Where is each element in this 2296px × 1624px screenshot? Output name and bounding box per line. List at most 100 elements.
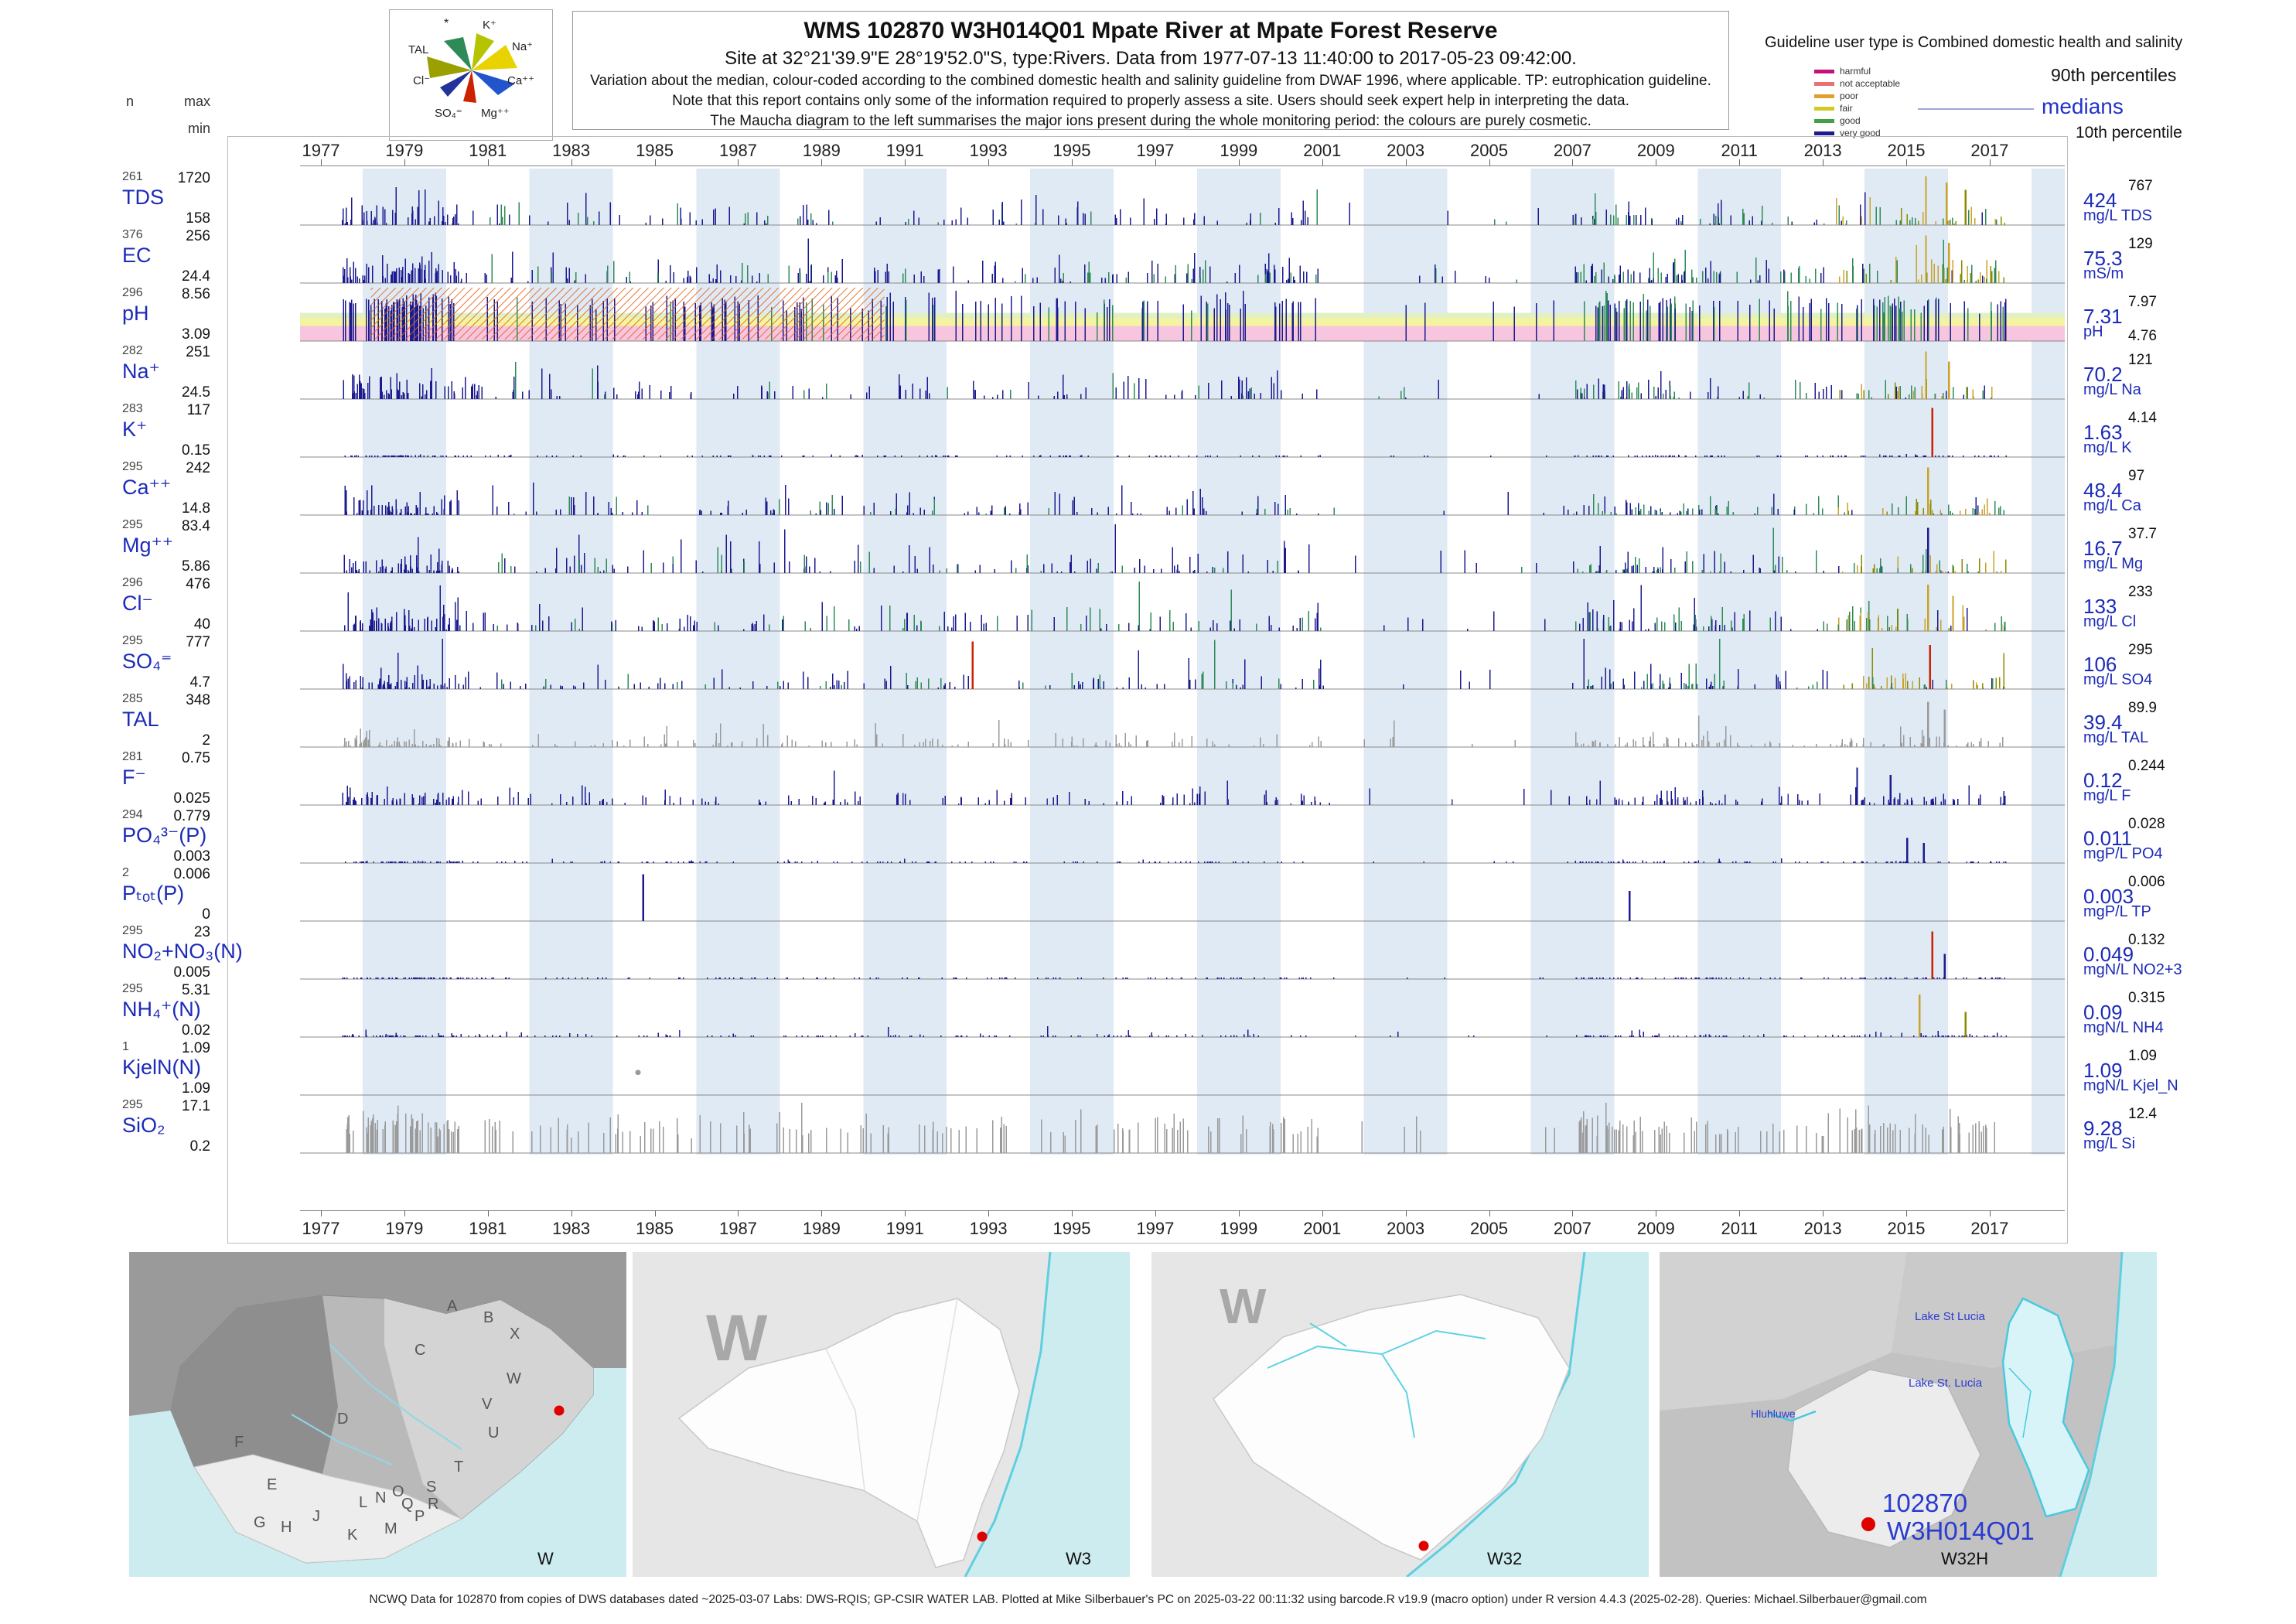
drainage-region-letter: D [337, 1411, 348, 1428]
row-n-count: 296 [122, 576, 143, 589]
row-parameter-name: TAL [122, 708, 159, 731]
row-unit-label: pH [2083, 323, 2103, 340]
drainage-region-letter: K [347, 1527, 358, 1544]
row-min-value: 0.003 [173, 848, 210, 865]
row-p90-value: 121 [2128, 352, 2153, 368]
maucha-label-k: K⁺ [483, 19, 496, 32]
year-tick-top [1489, 159, 1490, 165]
guideline-class-label: fair [1840, 103, 1853, 114]
year-tick-top [905, 159, 906, 165]
row-min-value: 3.09 [182, 326, 210, 343]
year-label-bottom: 2001 [1303, 1219, 1342, 1238]
row-n-count: 296 [122, 286, 143, 299]
drainage-region-letter: A [447, 1298, 458, 1315]
maucha-star: * [444, 17, 449, 30]
year-label-top: 2015 [1887, 141, 1926, 160]
year-label-top: 2013 [1803, 141, 1842, 160]
row-p90-value: 37.7 [2128, 526, 2157, 542]
year-label-top: 1985 [636, 141, 674, 160]
year-tick-bottom [404, 1210, 405, 1216]
row-unit-label: mgN/L NO2+3 [2083, 961, 2182, 978]
year-label-bottom: 1983 [552, 1219, 591, 1238]
drainage-region-letter: N [375, 1489, 386, 1506]
row-min-value: 0.02 [182, 1022, 210, 1039]
row-max-value: 251 [186, 344, 210, 360]
row-n-count: 295 [122, 518, 143, 531]
year-label-top: 2009 [1636, 141, 1675, 160]
year-label-bottom: 1981 [469, 1219, 507, 1238]
row-min-value: 2 [202, 732, 210, 749]
drainage-region-letter: S [426, 1479, 436, 1496]
maucha-label-cl: Cl⁻ [413, 74, 430, 87]
year-tick-bottom [1405, 1210, 1407, 1216]
row-max-value: 0.75 [182, 750, 210, 766]
row-n-count: 295 [122, 460, 143, 473]
year-tick-top [1072, 159, 1073, 165]
row-unit-label: mg/L Mg [2083, 555, 2144, 572]
row-max-value: 83.4 [182, 518, 210, 534]
year-tick-top [1155, 159, 1156, 165]
row-min-value: 40 [193, 616, 210, 633]
row-min-value: 0.005 [173, 964, 210, 981]
year-tick-bottom [988, 1210, 990, 1216]
year-tick-top [821, 159, 823, 165]
row-median-value: 0.011 [2083, 827, 2133, 850]
row-median-value: 39.4 [2083, 711, 2123, 734]
year-label-bottom: 2005 [1470, 1219, 1508, 1238]
year-tick-bottom [1322, 1210, 1323, 1216]
row-unit-label: mg/L Ca [2083, 497, 2141, 514]
row-median-value: 0.003 [2083, 885, 2134, 908]
drainage-region-letter: M [384, 1520, 397, 1537]
row-max-value: 17.1 [182, 1098, 210, 1114]
page-title: WMS 102870 W3H014Q01 Mpate River at Mpat… [803, 18, 1498, 43]
row-max-value: 8.56 [182, 286, 210, 302]
row-n-count: 1 [122, 1040, 129, 1053]
median-legend-label: medians [2042, 94, 2124, 118]
row-min-value: 14.8 [182, 500, 210, 517]
row-median-value: 0.09 [2083, 1001, 2123, 1024]
row-max-value: 476 [186, 576, 210, 592]
row-p90-value: 0.132 [2128, 932, 2165, 948]
map-panel-label: W3 [1066, 1549, 1091, 1568]
row-max-value: 256 [186, 228, 210, 244]
row-unit-label: mgP/L PO4 [2083, 845, 2163, 862]
legend-min-label: min [187, 121, 210, 136]
site-subtitle: Site at 32°21'39.9"E 28°19'52.0"S, type:… [725, 48, 1577, 69]
coastline [1406, 1251, 1586, 1578]
year-label-bottom: 2007 [1553, 1219, 1592, 1238]
year-label-top: 1979 [385, 141, 424, 160]
row-parameter-name: K⁺ [122, 418, 148, 441]
row-min-value: 24.5 [182, 384, 210, 401]
plot-frame [227, 136, 2068, 1244]
row-p90-value: 767 [2128, 178, 2153, 194]
row-n-count: 295 [122, 1098, 143, 1111]
row-n-count: 282 [122, 344, 143, 357]
row-median-value: 0.12 [2083, 769, 2123, 792]
guideline-class-item: very good [1814, 127, 1900, 139]
row-parameter-name: NO₂+NO₃(N) [122, 940, 243, 963]
drainage-region-letter: C [415, 1342, 425, 1359]
guideline-class-swatch [1814, 69, 1834, 73]
row-parameter-name: NH₄⁺(N) [122, 998, 201, 1021]
maucha-label-mg: Mg⁺⁺ [481, 107, 510, 120]
maucha-label-tal: TAL [408, 43, 428, 56]
barcode-plot [300, 169, 2065, 1155]
year-label-top: 1997 [1136, 141, 1175, 160]
row-n-count: 261 [122, 170, 143, 183]
drainage-region-letter: P [415, 1508, 425, 1525]
row-median-value: 0.049 [2083, 943, 2134, 966]
drainage-region-letter: U [488, 1424, 499, 1441]
maucha-label-na: Na⁺ [512, 40, 533, 53]
station-id: 102870 [1882, 1489, 1967, 1517]
row-max-value: 117 [186, 402, 210, 418]
river-line [291, 1414, 393, 1465]
station-marker [1418, 1540, 1429, 1551]
row-parameter-name: F⁻ [122, 766, 146, 789]
guideline-class-swatch [1814, 94, 1834, 98]
guideline-class-item: good [1814, 114, 1900, 127]
river-line [1309, 1322, 1347, 1347]
row-unit-label: mg/L TDS [2083, 207, 2152, 224]
year-label-bottom: 2015 [1887, 1219, 1926, 1238]
header-note-1: Variation about the median, colour-coded… [590, 73, 1711, 89]
